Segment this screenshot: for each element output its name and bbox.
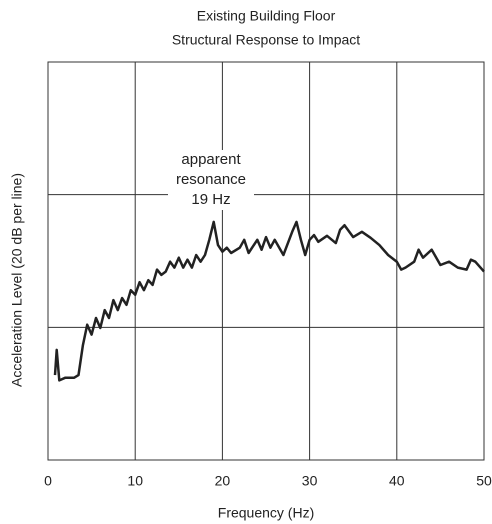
x-tick-label: 30 — [302, 473, 318, 489]
y-axis-label: Acceleration Level (20 dB per line) — [9, 173, 25, 387]
x-tick-label: 0 — [44, 473, 52, 489]
annotation: resonance — [176, 171, 246, 188]
annotation: apparent — [181, 151, 241, 168]
x-tick-label: 10 — [127, 473, 143, 489]
annotation-box — [168, 150, 254, 210]
x-axis-label: Frequency (Hz) — [218, 505, 314, 521]
x-tick-label: 40 — [389, 473, 405, 489]
plot-frame — [47, 61, 485, 461]
data-line — [53, 220, 485, 382]
chart-title: Existing Building Floor — [197, 8, 336, 24]
chart-title: Structural Response to Impact — [172, 32, 360, 48]
annotation: 19 Hz — [191, 191, 230, 208]
x-tick-label: 50 — [476, 473, 492, 489]
x-tick-label: 20 — [215, 473, 231, 489]
